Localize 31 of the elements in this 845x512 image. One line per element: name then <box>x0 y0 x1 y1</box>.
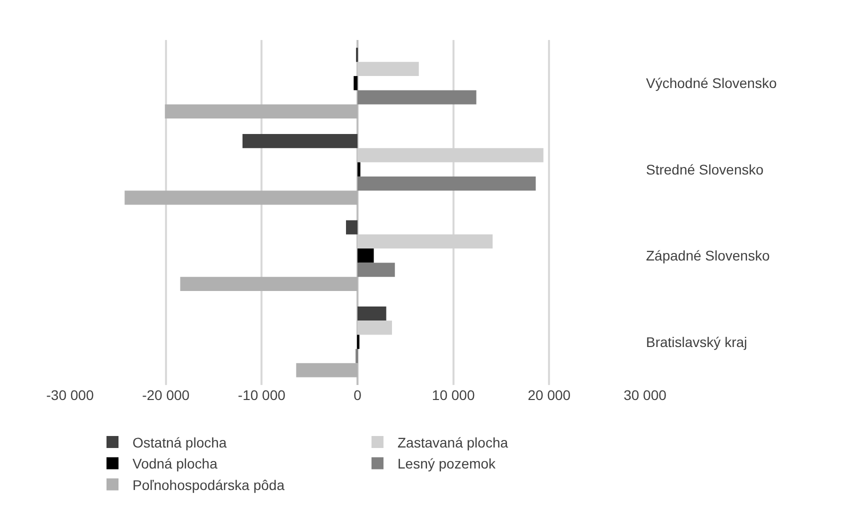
bar <box>354 76 358 90</box>
x-tick-label: 0 <box>354 387 362 403</box>
x-tick-label: 30 000 <box>624 387 667 403</box>
legend-label: Ostatná plocha <box>132 434 227 450</box>
y-tick-label: Bratislavský kraj <box>646 334 748 350</box>
bar <box>358 62 419 76</box>
x-tick-label: 10 000 <box>432 387 475 403</box>
y-tick-label: Východné Slovensko <box>646 75 777 92</box>
bar <box>358 306 386 321</box>
legend-label: Lesný pozemok <box>398 456 497 472</box>
bar <box>358 90 476 104</box>
x-tick-label: -20 000 <box>142 387 190 403</box>
bar <box>124 190 358 205</box>
bar <box>358 320 392 335</box>
legend-label: Zastavaná plocha <box>398 434 508 450</box>
legend-label: Poľnohospodárska pôda <box>132 476 285 493</box>
x-tick-label: -10 000 <box>238 387 286 403</box>
bar <box>358 248 374 263</box>
bar <box>346 220 358 234</box>
bar <box>358 262 395 277</box>
bar <box>180 276 358 291</box>
y-tick-label: Stredné Slovensko <box>646 161 764 178</box>
y-tick-label: Západné Slovensko <box>646 248 770 264</box>
x-tick-label: 20 000 <box>528 387 571 403</box>
bar <box>164 104 358 118</box>
bar <box>358 162 360 176</box>
legend-label: Vodná plocha <box>132 456 218 472</box>
bar <box>296 363 358 378</box>
bar <box>242 134 358 148</box>
bar <box>358 176 536 191</box>
x-tick-label: -30 000 <box>46 387 94 403</box>
